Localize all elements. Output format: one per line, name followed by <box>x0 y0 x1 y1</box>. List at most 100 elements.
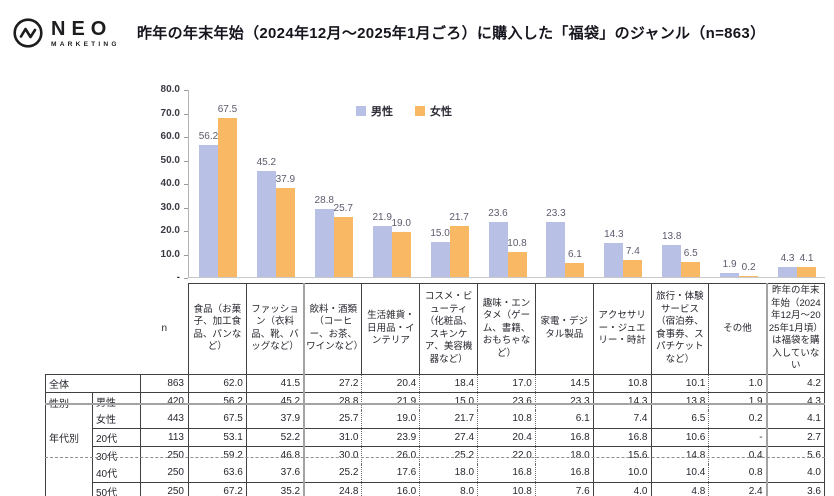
table-row: 性別男性42056.245.228.821.915.023.623.314.31… <box>45 392 825 428</box>
table-row: 30代 250 59.2 46.8 30.0 26.0 25.2 22.0 18.0 15.6 14… <box>46 446 825 464</box>
table-cell: 4.0 <box>593 482 652 496</box>
data-table: n 食品（お菓子、加工食品、パンなど） ファッション（衣料品、靴、バッグなど） 飲料・… <box>45 283 825 496</box>
table-header-cell: アクセサリー・ジュエリー・時計 <box>592 283 652 375</box>
bar-male-2 <box>314 209 334 277</box>
bar-male-1 <box>256 170 276 277</box>
row-label: 女性 <box>92 410 141 429</box>
bar-value-label: 19.0 <box>391 218 411 230</box>
table-cell: 21.9 <box>361 392 421 410</box>
bar-male-8 <box>662 244 682 277</box>
table-cell: 6.5 <box>651 410 710 429</box>
table-cell: 37.9 <box>246 410 306 429</box>
cell-n: 863 <box>140 374 189 393</box>
table-cell: 30.0 <box>304 446 363 464</box>
table-row: 50代 250 67.2 35.2 24.8 16.0 8.0 10.8 7.6 4.0 4.8 2.… <box>46 482 825 496</box>
table-header-cell: 家電・デジタル製品 <box>534 283 594 375</box>
y-axis-tick-label: 50.0 <box>160 154 180 166</box>
table-row: 女性 443 67.5 37.9 25.7 19.0 21.7 10.8 6.1 7.4 6.5 0.… <box>46 410 825 429</box>
bar-male-3 <box>372 225 392 277</box>
plot-area: 56.2 67.5 45.2 37.9 28.8 25.7 21.9 19.0 15.0 21.7… <box>188 90 825 278</box>
table-cell: 25.7 <box>304 410 363 429</box>
table-cell: 27.2 <box>304 374 363 393</box>
table-header-cell: 旅行・体験サービス（宿泊券、食事券、スパチケットなど） <box>650 283 710 375</box>
bar-value-label: 21.7 <box>449 212 469 224</box>
table-cell: 16.8 <box>477 464 536 483</box>
table-cell: 52.2 <box>246 428 306 447</box>
bar-value-label: 7.4 <box>625 245 640 257</box>
bar-value-label: 23.3 <box>546 208 566 220</box>
table-header-blank <box>45 283 141 375</box>
bar-value-label: 67.5 <box>217 104 238 116</box>
table-cell: 2.7 <box>766 428 825 447</box>
bar-value-label: 28.8 <box>314 195 334 207</box>
page-break-dashed-line <box>45 457 825 458</box>
y-axis-tick-label: 70.0 <box>160 107 180 119</box>
legend-label: 女性 <box>430 106 452 118</box>
table-cell: 31.0 <box>304 428 363 447</box>
table-cell: 10.4 <box>651 464 710 483</box>
bar-value-label: 13.8 <box>661 230 682 242</box>
table-cell: 17.6 <box>361 464 421 483</box>
bar-value-label: 21.9 <box>372 211 392 223</box>
y-axis-tick-mark <box>184 278 188 279</box>
y-axis-tick-mark <box>184 184 188 185</box>
table-cell: 4.1 <box>766 410 825 429</box>
table-cell: 45.2 <box>246 392 306 410</box>
bar-value-label: 10.8 <box>507 237 527 249</box>
cell-n: 250 <box>140 446 189 464</box>
bar-value-label: 4.1 <box>799 253 814 265</box>
bar-value-label: 23.6 <box>488 207 508 219</box>
table-cell: 10.1 <box>651 374 710 393</box>
table-cell: 7.4 <box>593 410 652 429</box>
bar-female-2 <box>333 216 353 277</box>
table-cell: 0.2 <box>708 410 768 429</box>
table-cell: 7.6 <box>535 482 594 496</box>
y-axis-tick-label: 60.0 <box>160 131 180 142</box>
y-axis-tick-mark <box>184 113 188 115</box>
bar-male-5 <box>488 221 508 277</box>
table-header-cell: 飲料・酒類（コーヒー、お茶、ワインなど） <box>303 283 363 375</box>
table-cell: 18.0 <box>535 446 594 464</box>
legend-label: 男性 <box>371 106 393 118</box>
table-header-n: n <box>140 283 189 375</box>
logo-name: NEO <box>51 17 113 40</box>
table-cell: 16.0 <box>361 482 421 496</box>
neo-marketing-logo: NEO MARKETING <box>12 17 120 49</box>
table-cell: 16.8 <box>593 428 652 447</box>
cell-n: 420 <box>140 392 189 410</box>
y-axis-tick-mark <box>184 137 188 138</box>
table-cell: 10.6 <box>651 428 710 447</box>
row-label: 50代 <box>92 482 141 496</box>
bar-female-6 <box>565 262 585 277</box>
table-cell: 4.8 <box>651 482 710 496</box>
table-cell: 10.8 <box>477 410 536 429</box>
table-row: 40代 250 63.6 37.6 25.2 17.6 18.0 16.8 16.8 10.0 10… <box>46 464 825 483</box>
y-axis-tick-mark <box>184 207 188 209</box>
row-label: 40代 <box>92 464 141 483</box>
table-cell: 35.2 <box>246 482 306 496</box>
row-group-label: 性別 <box>45 392 93 428</box>
bar-value-label: 4.3 <box>780 252 795 264</box>
row-label-total: 全体 <box>45 374 141 393</box>
y-axis-tick-label: 10.0 <box>160 248 180 260</box>
table-row: 年代別 20代 113 53.1 52.2 31.0 23.9 27.4 20.4 16.8 16.… <box>45 428 825 496</box>
table-cell: 10.0 <box>593 464 652 483</box>
table-header-cell: 昨年の年末年始（2024年12月～2025年1月頃）は福袋を購入していない <box>766 283 825 375</box>
bar-male-9 <box>720 272 740 277</box>
data-table-wrap: n 食品（お菓子、加工食品、パンなど） ファッション（衣料品、靴、バッグなど） 飲料・… <box>45 283 825 496</box>
legend-swatch-male-icon <box>356 106 366 116</box>
table-cell: 41.5 <box>246 374 306 393</box>
table-cell: 63.6 <box>188 464 247 483</box>
table-cell: 18.4 <box>419 374 479 393</box>
table-header-cell: ファッション（衣料品、靴、バッグなど） <box>245 283 306 375</box>
y-axis-tick-label: 80.0 <box>160 84 180 95</box>
cell-n: 443 <box>140 410 189 429</box>
bar-male-6 <box>546 222 566 277</box>
table-cell: 27.4 <box>419 428 479 447</box>
table-header-cell: 趣味・エンタメ（ゲーム、書籍、おもちゃなど） <box>477 283 536 375</box>
bar-value-label: 6.5 <box>683 247 698 259</box>
bar-value-label: 15.0 <box>430 227 450 239</box>
table-cell: 20.4 <box>477 428 536 447</box>
y-axis-tick-mark <box>184 160 188 162</box>
table-cell: 4.3 <box>766 392 825 410</box>
